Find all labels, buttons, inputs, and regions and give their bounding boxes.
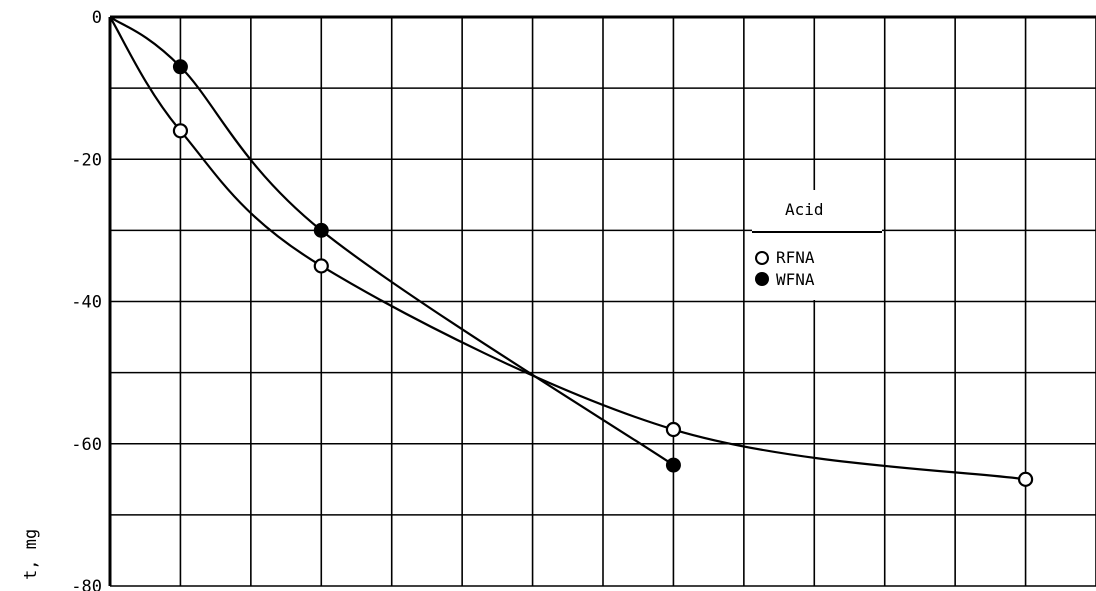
data-point-rfna [665, 421, 682, 438]
grid [108, 15, 1096, 587]
legend-marker-rfna [755, 251, 769, 265]
series-line-wfna [109, 16, 675, 467]
y-tick-labels: 0 -20 -40 -60 -80 [71, 8, 102, 591]
y-tick-label: 0 [92, 8, 102, 28]
legend-background [752, 190, 882, 300]
y-tick-label: -80 [71, 577, 102, 591]
data-point-rfna [172, 123, 189, 139]
data-point-rfna [313, 258, 329, 274]
y-axis-label-visible: t, mg [21, 529, 41, 580]
legend-label-rfna: RFNA [776, 248, 815, 267]
legend-marker-wfna [755, 272, 769, 286]
data-point-rfna [1017, 471, 1034, 487]
series-markers [172, 59, 1034, 487]
legend: Acid RFNA WFNA [752, 190, 882, 300]
y-tick-label: -20 [71, 150, 102, 170]
series-curves [109, 16, 1026, 481]
data-point-wfna [313, 222, 329, 238]
legend-label-wfna: WFNA [776, 270, 815, 289]
legend-title: Acid [785, 200, 824, 219]
data-point-wfna [665, 457, 681, 473]
y-tick-label: -60 [71, 435, 102, 455]
data-point-wfna [172, 59, 188, 75]
series-line-rfna [109, 16, 1026, 481]
y-tick-label: -40 [71, 293, 102, 313]
